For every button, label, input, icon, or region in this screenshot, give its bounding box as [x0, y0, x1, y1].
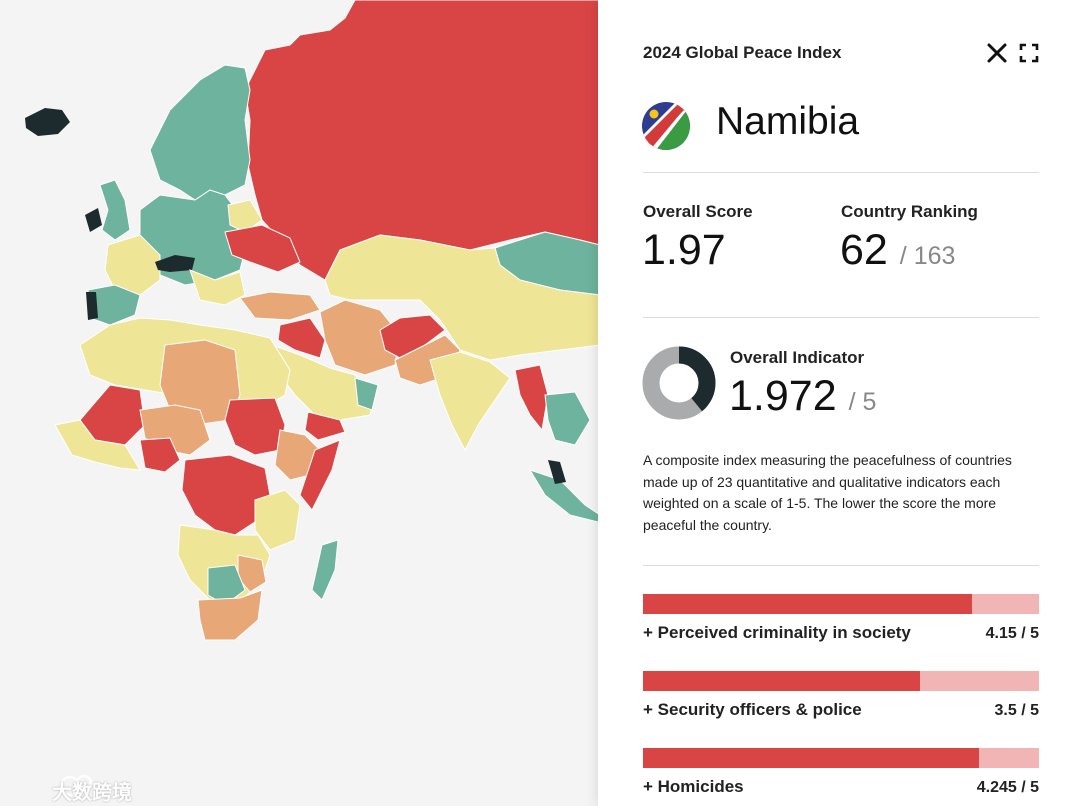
overall-indicator-value: 1.972 / 5: [729, 372, 876, 421]
watermark-logo-icon: [59, 774, 93, 797]
map-region-nigeria[interactable]: [139, 437, 181, 473]
indicator-name[interactable]: + Perceived criminality in society: [643, 623, 911, 642]
indicator-number: 1.972: [729, 372, 837, 420]
map-region-botswana-namibia[interactable]: [207, 564, 246, 606]
overall-score-value: 1.97: [642, 226, 726, 274]
country-name: Namibia: [716, 100, 860, 143]
close-icon[interactable]: [986, 42, 1008, 64]
map-region-southeast-asia[interactable]: [544, 391, 591, 446]
map-region-oman[interactable]: [354, 377, 379, 411]
map-region-east-africa[interactable]: [254, 489, 301, 551]
map-region-yemen[interactable]: [304, 411, 346, 441]
watermark-text: 大数跨境: [52, 782, 132, 804]
map-region-somalia[interactable]: [299, 439, 341, 511]
divider: [643, 317, 1039, 318]
indicator-total: / 5: [848, 388, 877, 416]
overall-indicator-label: Overall Indicator: [730, 348, 865, 367]
divider: [643, 565, 1039, 566]
indicator-bar-fill: [643, 671, 921, 691]
map-region-balkans[interactable]: [189, 269, 246, 306]
indicator-bar-track: [643, 671, 1039, 691]
map-region-syria-iraq[interactable]: [277, 317, 326, 359]
country-detail-panel: 2024 Global Peace Index Namibia Overall …: [598, 0, 1080, 806]
map-region-scandinavia[interactable]: [149, 64, 251, 201]
indicator-bar-fill: [643, 748, 980, 768]
ranking-number: 62: [840, 226, 888, 274]
map-region-ireland[interactable]: [85, 208, 102, 232]
map-region-belarus[interactable]: [227, 199, 263, 233]
indicator-score: 4.15 / 5: [985, 625, 1039, 642]
map-region-ukraine[interactable]: [224, 224, 301, 273]
indicator-score: 3.5 / 5: [994, 702, 1039, 719]
indicator-name[interactable]: + Homicides: [643, 777, 744, 796]
indicator-score: 4.245 / 5: [976, 779, 1039, 796]
map-region-iran[interactable]: [319, 299, 401, 376]
map-region-arabia[interactable]: [271, 344, 376, 421]
map-region-myanmar[interactable]: [514, 364, 549, 432]
panel-title: 2024 Global Peace Index: [643, 43, 842, 62]
country-ranking-label: Country Ranking: [841, 202, 978, 221]
indicator-name[interactable]: + Security officers & police: [643, 700, 862, 719]
indicator-row[interactable]: + Security officers & police 3.5 / 5: [643, 671, 1039, 719]
indicator-bar-fill: [643, 594, 972, 614]
map-region-malaysia[interactable]: [548, 460, 566, 484]
map-region-sudan[interactable]: [224, 397, 286, 456]
map-region-west-africa[interactable]: [54, 419, 141, 471]
map-region-afghanistan[interactable]: [379, 314, 446, 359]
map-region-south-africa[interactable]: [197, 589, 263, 641]
divider: [643, 172, 1039, 173]
overall-indicator-donut: [642, 346, 716, 420]
indicator-description: A composite index measuring the peaceful…: [643, 452, 1012, 533]
namibia-flag-icon: [642, 102, 690, 150]
fullscreen-icon[interactable]: [1019, 43, 1039, 63]
country-ranking-value: 62 / 163: [840, 226, 955, 275]
ranking-total: / 163: [899, 242, 956, 270]
overall-score-label: Overall Score: [643, 202, 753, 221]
map-region-france[interactable]: [104, 234, 161, 296]
map-region-central-africa[interactable]: [181, 454, 271, 536]
indicator-row[interactable]: + Homicides 4.245 / 5: [643, 748, 1039, 796]
map-region-iceland[interactable]: [25, 108, 70, 136]
indicator-bar-track: [643, 594, 1039, 614]
map-region-madagascar[interactable]: [311, 539, 339, 601]
indicator-row[interactable]: + Perceived criminality in society 4.15 …: [643, 594, 1039, 642]
map-region-uk[interactable]: [99, 179, 131, 241]
indicator-bar-track: [643, 748, 1039, 768]
map-region-turkey[interactable]: [239, 291, 321, 321]
map-region-india[interactable]: [429, 351, 511, 452]
map-region-portugal[interactable]: [86, 292, 98, 320]
map-region-austria[interactable]: [155, 255, 195, 272]
